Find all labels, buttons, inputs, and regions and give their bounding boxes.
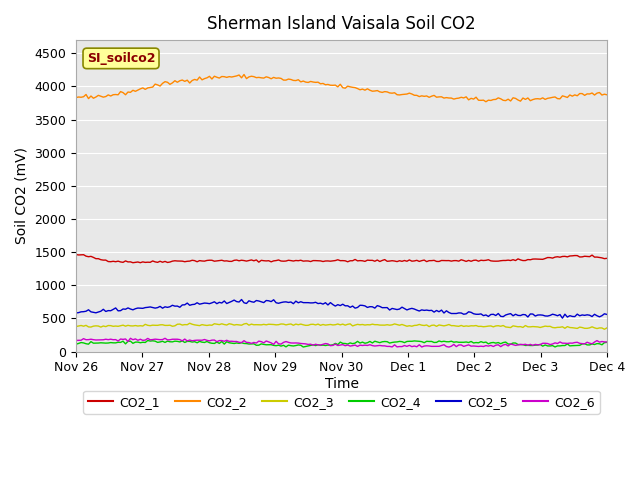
Title: Sherman Island Vaisala Soil CO2: Sherman Island Vaisala Soil CO2: [207, 15, 476, 33]
Y-axis label: Soil CO2 (mV): Soil CO2 (mV): [15, 147, 29, 244]
Text: SI_soilco2: SI_soilco2: [87, 52, 156, 65]
X-axis label: Time: Time: [324, 377, 358, 391]
Legend: CO2_1, CO2_2, CO2_3, CO2_4, CO2_5, CO2_6: CO2_1, CO2_2, CO2_3, CO2_4, CO2_5, CO2_6: [83, 391, 600, 414]
